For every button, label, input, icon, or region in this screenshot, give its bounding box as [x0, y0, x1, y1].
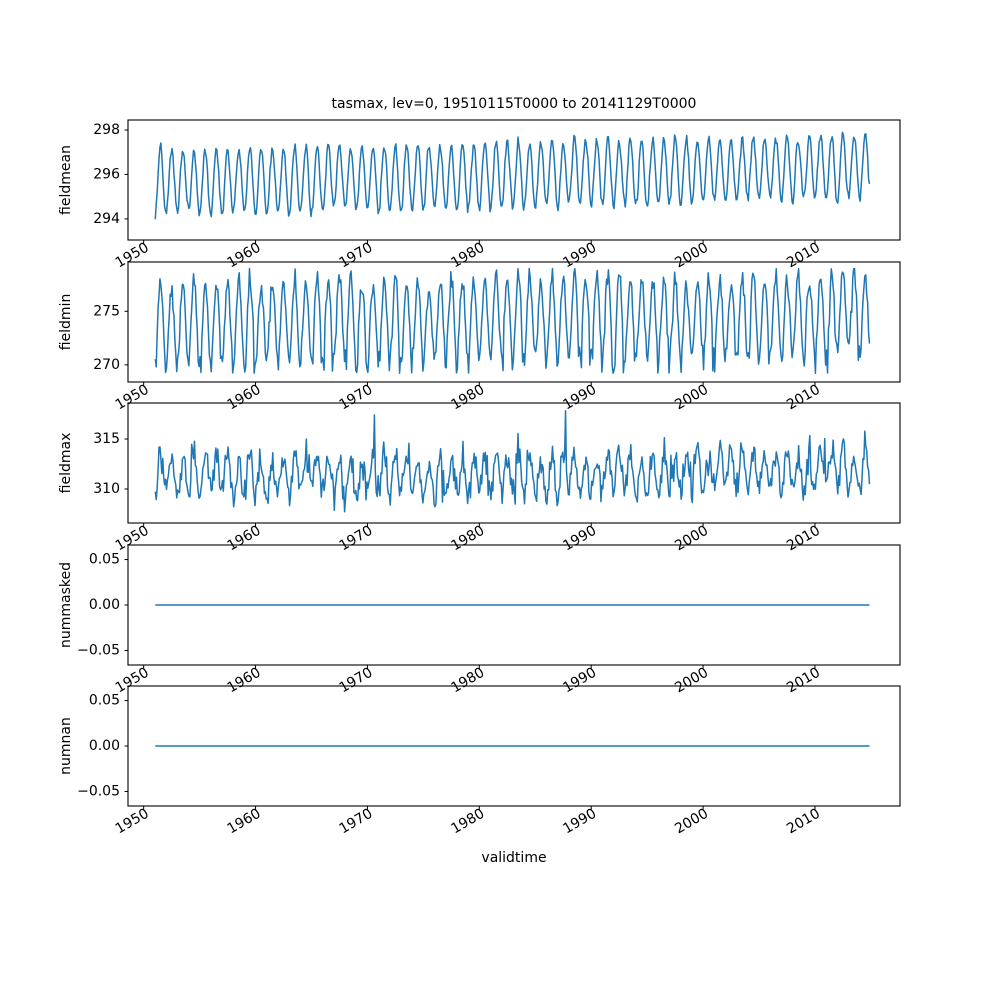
y-tick-label: 315 [93, 431, 120, 447]
axes-frame [127, 119, 901, 241]
y-axis-label-fieldmin: fieldmin [58, 294, 74, 351]
y-tick-label: 294 [93, 211, 120, 227]
y-tick-label: 0.00 [89, 738, 120, 754]
y-tick-label: 270 [93, 357, 120, 373]
y-axis-label-fieldmean: fieldmean [58, 145, 74, 215]
y-tick-label: 310 [93, 481, 120, 497]
figure-title: tasmax, lev=0, 19510115T0000 to 20141129… [332, 96, 697, 112]
y-tick-label: −0.05 [77, 783, 120, 799]
series-line-fieldmax [154, 410, 871, 513]
y-tick-label: 0.05 [89, 552, 120, 568]
y-tick-label: 296 [93, 166, 120, 182]
axes-frame [127, 261, 901, 383]
y-axis-label-nummasked: nummasked [58, 562, 74, 648]
series-line-fieldmin [154, 267, 871, 375]
x-axis-label: validtime [481, 850, 546, 866]
series-line-fieldmean [154, 131, 871, 220]
y-tick-label: 0.00 [89, 597, 120, 613]
y-axis-label-numnan: numnan [58, 717, 74, 775]
y-tick-label: −0.05 [77, 642, 120, 658]
y-tick-label: 275 [93, 303, 120, 319]
y-axis-label-fieldmax: fieldmax [58, 433, 74, 494]
y-tick-label: 298 [93, 122, 120, 138]
axes-frame [127, 402, 901, 524]
y-tick-label: 0.05 [89, 693, 120, 709]
